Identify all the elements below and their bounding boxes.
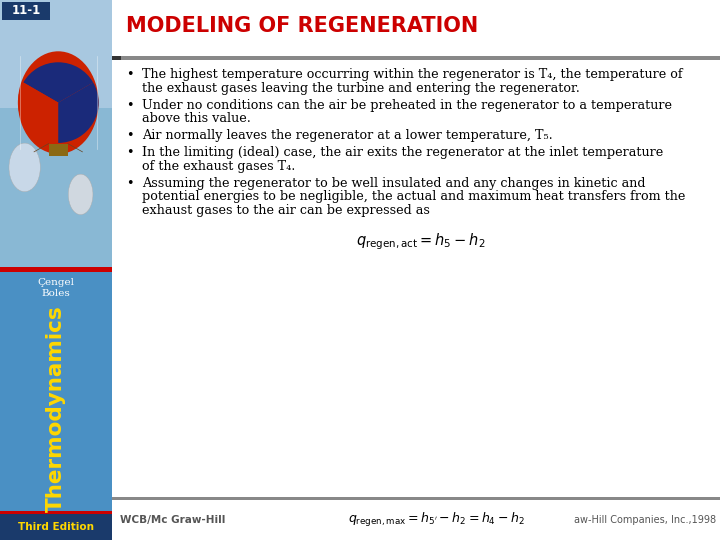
Bar [48,144,68,156]
Text: exhaust gases to the air can be expressed as: exhaust gases to the air can be expresse… [142,204,430,217]
Ellipse shape [18,51,99,154]
Text: The highest temperature occurring within the regenerator is T₄, the temperature : The highest temperature occurring within… [142,68,683,81]
Bar [112,56,121,60]
Wedge shape [18,83,58,143]
Text: WCB/Mc Graw-Hill: WCB/Mc Graw-Hill [120,515,225,525]
Text: •: • [126,68,133,81]
Text: •: • [126,146,133,159]
Text: Thermodynamics: Thermodynamics [46,305,66,512]
Bar [2,2,50,20]
Bar [112,497,720,500]
Text: potential energies to be negligible, the actual and maximum heat transfers from : potential energies to be negligible, the… [142,191,685,204]
Text: the exhaust gases leaving the turbine and entering the regenerator.: the exhaust gases leaving the turbine an… [142,82,580,95]
Bar [0,511,112,514]
Text: In the limiting (ideal) case, the air exits the regenerator at the inlet tempera: In the limiting (ideal) case, the air ex… [142,146,663,159]
Text: Çengel
Boles: Çengel Boles [37,278,74,298]
Bar [0,267,112,272]
Text: Third Edition: Third Edition [18,522,94,532]
Bar [0,270,112,540]
Text: Air normally leaves the regenerator at a lower temperature, T₅.: Air normally leaves the regenerator at a… [142,129,553,142]
Bar [0,0,112,108]
Text: Under no conditions can the air be preheated in the regenerator to a temperature: Under no conditions can the air be prehe… [142,99,672,112]
Text: 11-1: 11-1 [12,4,40,17]
Text: Assuming the regenerator to be well insulated and any changes in kinetic and: Assuming the regenerator to be well insu… [142,177,646,190]
Text: $q_{\mathrm{regen,max}} = h_{5'} - h_2 = h_4 - h_2$: $q_{\mathrm{regen,max}} = h_{5'} - h_2 =… [348,511,524,529]
Text: $q_{\mathrm{regen,act}} = h_5 - h_2$: $q_{\mathrm{regen,act}} = h_5 - h_2$ [356,231,486,252]
Text: of the exhaust gases T₄.: of the exhaust gases T₄. [142,160,295,173]
Text: aw-Hill Companies, Inc.,1998: aw-Hill Companies, Inc.,1998 [574,515,716,525]
Ellipse shape [68,174,93,214]
Bar [0,0,112,270]
Text: •: • [126,177,133,190]
Text: MODELING OF REGENERATION: MODELING OF REGENERATION [126,16,478,36]
Bar [112,56,720,60]
Bar [0,108,112,270]
Ellipse shape [9,143,40,192]
Bar [0,514,112,540]
Wedge shape [58,83,99,143]
Text: above this value.: above this value. [142,112,251,125]
Wedge shape [23,62,93,103]
Text: •: • [126,129,133,142]
Text: •: • [126,99,133,112]
